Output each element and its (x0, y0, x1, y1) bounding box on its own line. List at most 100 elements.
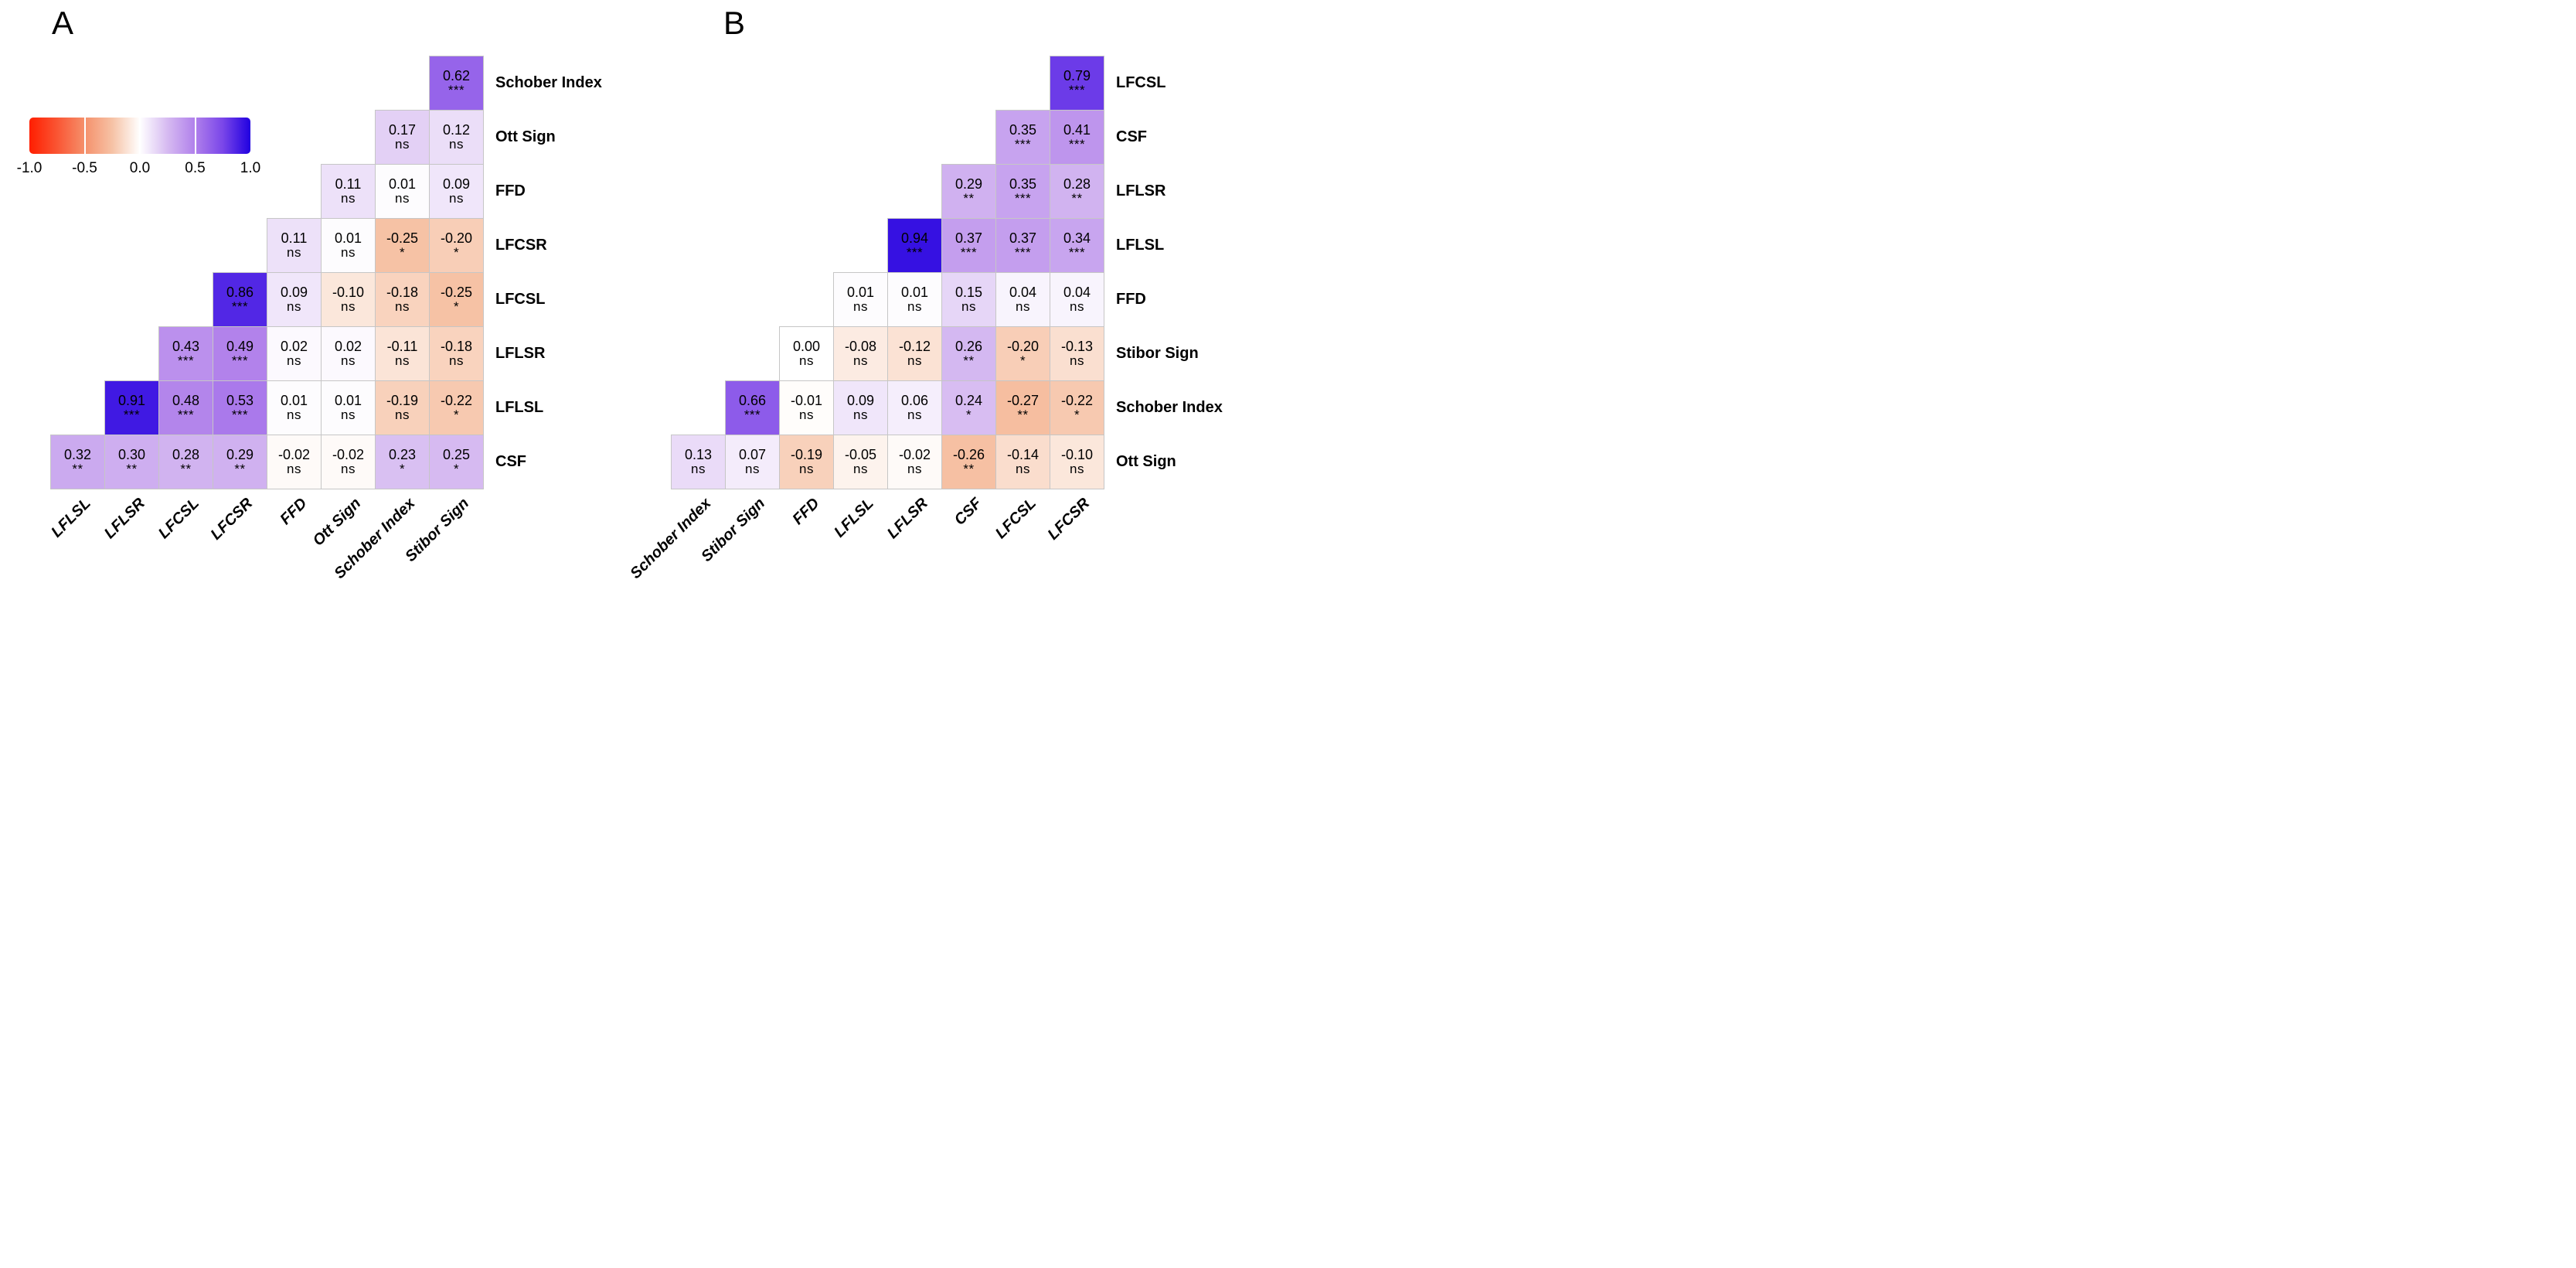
cell-correlation-value: -0.02 (898, 446, 931, 462)
matrix-cell: 0.09 ns (429, 164, 484, 219)
cell-significance: ns (1016, 462, 1030, 477)
cell-significance: ns (853, 299, 868, 315)
cell-significance: ** (963, 191, 975, 206)
cell-correlation-value: 0.29 (226, 446, 254, 462)
column-label: LFLSL (679, 495, 877, 541)
cell-correlation-value: -0.14 (1006, 446, 1040, 462)
matrix-cell: 0.66 *** (725, 380, 780, 435)
matrix-cell: 0.28 ** (1050, 164, 1104, 219)
cell-significance: ns (799, 407, 814, 423)
cell-correlation-value: 0.35 (1009, 176, 1037, 192)
matrix-cell: 0.12 ns (429, 110, 484, 165)
column-label-text: LFCSL (155, 495, 202, 543)
column-label-text: Schober Index (627, 495, 715, 583)
cell-correlation-value: -0.18 (440, 338, 473, 354)
cell-correlation-value: -0.11 (386, 338, 418, 354)
cell-significance: ns (341, 299, 356, 315)
matrix-cell: 0.01 ns (267, 380, 322, 435)
matrix-cell: 0.11 ns (321, 164, 376, 219)
matrix-cell: 0.01 ns (321, 380, 376, 435)
cell-significance: ns (745, 462, 760, 477)
cell-significance: ns (907, 407, 922, 423)
matrix-cell: -0.22 * (1050, 380, 1104, 435)
cell-significance: ns (1016, 299, 1030, 315)
matrix-cell: 0.79 *** (1050, 56, 1104, 111)
cell-significance: *** (447, 83, 465, 98)
cell-significance: ns (395, 299, 410, 315)
cell-significance: ns (961, 299, 976, 315)
cell-correlation-value: 0.04 (1063, 284, 1091, 300)
cell-significance: ** (1071, 191, 1083, 206)
colorbar-tick-mark (194, 118, 196, 154)
row-label: LFLSR (1116, 182, 1166, 199)
matrix-cell: 0.01 ns (833, 272, 888, 327)
matrix-cell: 0.49 *** (213, 326, 267, 381)
row-label: CSF (495, 452, 526, 470)
column-label-text: LFCSL (992, 495, 1040, 543)
cell-correlation-value: -0.19 (386, 392, 419, 408)
cell-correlation-value: 0.29 (955, 176, 983, 192)
cell-significance: * (453, 299, 460, 315)
matrix-cell: 0.01 ns (375, 164, 430, 219)
cell-significance: *** (1068, 137, 1086, 152)
cell-correlation-value: -0.13 (1060, 338, 1094, 354)
cell-significance: *** (1014, 245, 1032, 261)
cell-correlation-value: -0.18 (386, 284, 419, 300)
cell-significance: *** (231, 353, 249, 369)
cell-significance: ns (907, 299, 922, 315)
matrix-cell: 0.94 *** (887, 218, 942, 273)
cell-significance: * (1019, 353, 1026, 369)
matrix-cell: -0.18 ns (375, 272, 430, 327)
colorbar-tick-label: 0.0 (129, 160, 151, 176)
matrix-cell: -0.02 ns (887, 435, 942, 489)
cell-correlation-value: -0.25 (440, 284, 473, 300)
cell-significance: ns (907, 462, 922, 477)
column-label: CSF (788, 495, 985, 529)
matrix-cell: 0.48 *** (158, 380, 213, 435)
panel-a-label: A (52, 5, 74, 41)
cell-correlation-value: 0.48 (172, 392, 200, 408)
cell-significance: *** (744, 407, 761, 423)
matrix-cell: 0.06 ns (887, 380, 942, 435)
column-label-text: FFD (789, 495, 823, 529)
column-label: FFD (625, 495, 823, 528)
cell-significance: ns (287, 299, 301, 315)
cell-correlation-value: 0.04 (1009, 284, 1037, 300)
matrix-cell: -0.10 ns (1050, 435, 1104, 489)
column-label-text: LFLSR (100, 495, 148, 543)
matrix-cell: -0.12 ns (887, 326, 942, 381)
matrix-cell: 0.25 * (429, 435, 484, 489)
cell-significance: ns (449, 137, 464, 152)
matrix-cell: -0.27 ** (995, 380, 1050, 435)
cell-correlation-value: 0.15 (955, 284, 983, 300)
cell-correlation-value: 0.01 (334, 230, 362, 246)
row-label: Ott Sign (1116, 452, 1176, 470)
matrix-cell: 0.41 *** (1050, 110, 1104, 165)
cell-significance: ns (1070, 462, 1084, 477)
cell-significance: * (965, 407, 972, 423)
cell-correlation-value: 0.23 (388, 446, 417, 462)
column-label: Schober Index (221, 495, 419, 582)
column-label-text: Stibor Sign (402, 495, 473, 565)
matrix-cell: 0.02 ns (321, 326, 376, 381)
cell-correlation-value: 0.62 (442, 67, 471, 84)
column-label: Stibor Sign (571, 495, 769, 565)
cell-correlation-value: 0.28 (1063, 176, 1091, 192)
cell-correlation-value: 0.11 (335, 176, 362, 192)
row-label: CSF (1116, 128, 1147, 145)
colorbar-tick-mark (83, 118, 86, 154)
cell-significance: * (399, 462, 406, 477)
matrix-cell: -0.19 ns (779, 435, 834, 489)
matrix-cell: 0.30 ** (104, 435, 159, 489)
cell-significance: ** (963, 462, 975, 477)
matrix-cell: 0.53 *** (213, 380, 267, 435)
column-label: LFLSR (0, 495, 148, 542)
cell-correlation-value: 0.32 (63, 446, 92, 462)
cell-correlation-value: -0.02 (332, 446, 365, 462)
matrix-cell: 0.32 ** (50, 435, 105, 489)
cell-significance: ns (341, 245, 356, 261)
cell-significance: ns (449, 191, 464, 206)
cell-significance: * (453, 245, 460, 261)
cell-significance: *** (177, 353, 195, 369)
column-label-text: LFLSL (831, 495, 877, 541)
